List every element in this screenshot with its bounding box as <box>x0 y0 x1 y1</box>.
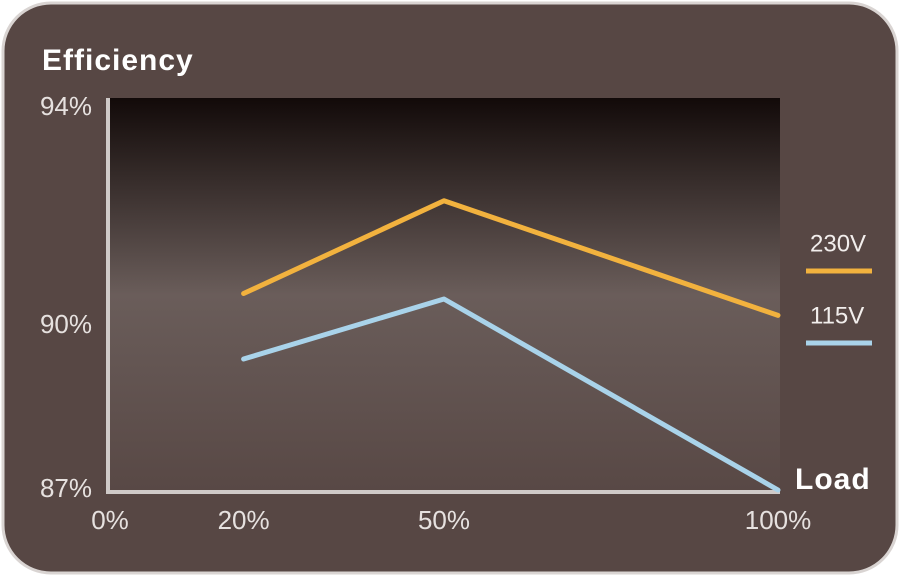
x-tick-label: 20% <box>218 505 270 535</box>
line-series <box>241 296 781 493</box>
y-tick-label: 94% <box>40 91 92 121</box>
x-tick-label: 50% <box>418 505 470 535</box>
y-tick-label: 90% <box>40 309 92 339</box>
x-tick-label: 0% <box>91 505 129 535</box>
chart-title: Efficiency <box>42 44 194 77</box>
legend-label: 115V <box>810 302 864 329</box>
legend-label: 230V <box>810 230 866 257</box>
x-tick-label: 100% <box>745 505 812 535</box>
line-series <box>241 198 781 318</box>
x-axis-label: Load <box>795 463 871 496</box>
y-tick-label: 87% <box>40 473 92 503</box>
